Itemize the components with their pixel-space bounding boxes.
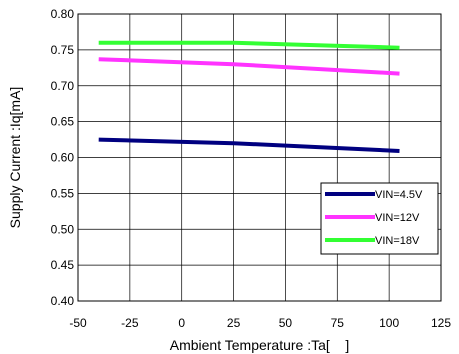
axes-layer: -50 -25 0 25 50 75 100 125 0.40 0.45 0.50 0.55 0.60 0… — [51, 7, 452, 330]
legend-label: VIN=12V — [375, 212, 420, 224]
y-tick-label: 0.60 — [51, 151, 75, 165]
y-tick-label: 0.70 — [51, 79, 75, 93]
series-layer — [98, 40, 400, 153]
x-tick-label: 75 — [331, 316, 345, 330]
y-tick-label: 0.55 — [51, 186, 75, 200]
y-tick-label: 0.80 — [51, 7, 75, 21]
legend-label: VIN=4.5V — [375, 189, 423, 201]
y-tick-label: 0.65 — [51, 115, 75, 129]
x-tick-label: 0 — [178, 316, 185, 330]
x-axis-title: Ambient Temperature :Ta[ ] — [170, 337, 350, 353]
x-tick-label: 125 — [431, 316, 451, 330]
legend-label: VIN=18V — [375, 235, 420, 247]
y-tick-label: 0.45 — [51, 258, 75, 272]
x-tick-label: 25 — [227, 316, 241, 330]
series-line-vin-18v — [98, 40, 400, 50]
y-tick-label: 0.75 — [51, 43, 75, 57]
series-line-vin-12v — [98, 57, 400, 76]
legend-layer: VIN=4.5V VIN=12V VIN=18V — [320, 182, 439, 255]
x-tick-label: 100 — [379, 316, 399, 330]
y-tick-label: 0.50 — [51, 222, 75, 236]
x-tick-label: 50 — [279, 316, 293, 330]
labels-layer: Ambient Temperature :Ta[ ] Supply Curren… — [7, 87, 349, 353]
x-tick-label: -25 — [121, 316, 139, 330]
grid-layer — [77, 13, 442, 302]
x-tick-label: -50 — [69, 316, 87, 330]
y-tick-label: 0.40 — [51, 294, 75, 308]
series-line-vin-4-5v — [98, 137, 400, 153]
plot-frame — [77, 13, 442, 302]
y-axis-title: Supply Current :Iq[mA] — [7, 87, 23, 229]
